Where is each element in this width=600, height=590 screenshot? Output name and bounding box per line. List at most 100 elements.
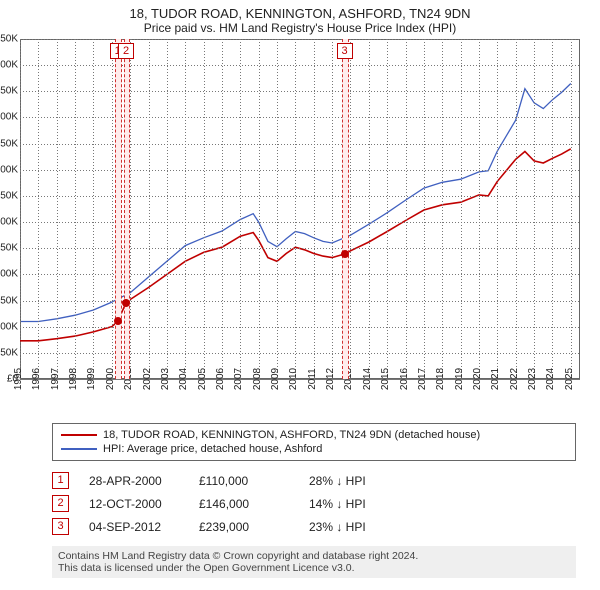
- gridline-h: [20, 248, 580, 249]
- gridline-h: [20, 144, 580, 145]
- y-tick-label: £600K: [0, 60, 20, 71]
- x-tick-label: 2024: [541, 368, 556, 390]
- gridline-v: [552, 39, 553, 379]
- gridline-v: [204, 39, 205, 379]
- x-tick-label: 2007: [229, 368, 244, 390]
- x-tick-label: 2019: [450, 368, 465, 390]
- sales-hpi-2: 14% ↓ HPI: [309, 497, 399, 511]
- y-tick-label: £500K: [0, 112, 20, 123]
- gridline-h: [20, 222, 580, 223]
- sales-price-1: £110,000: [199, 474, 289, 488]
- x-tick-label: 2022: [505, 368, 520, 390]
- sales-marker-2: 2: [52, 495, 69, 512]
- x-tick-label: 2017: [413, 368, 428, 390]
- x-tick-label: 2015: [376, 368, 391, 390]
- gridline-v: [185, 39, 186, 379]
- x-tick-label: 2005: [192, 368, 207, 390]
- gridline-v: [20, 39, 21, 379]
- sales-date-2: 12-OCT-2000: [89, 497, 179, 511]
- y-tick-label: £50K: [0, 347, 20, 358]
- footnote-line-2: This data is licensed under the Open Gov…: [58, 562, 570, 574]
- event-band: [342, 39, 349, 379]
- y-tick-label: £300K: [0, 217, 20, 228]
- legend-swatch-1: [61, 434, 97, 436]
- x-tick-label: 2020: [468, 368, 483, 390]
- gridline-v: [424, 39, 425, 379]
- legend-swatch-2: [61, 448, 97, 450]
- x-tick-label: 1995: [9, 368, 24, 390]
- event-band-label: 2: [118, 43, 134, 59]
- gridline-v: [332, 39, 333, 379]
- event-band-label: 3: [337, 43, 353, 59]
- gridline-v: [38, 39, 39, 379]
- gridline-v: [149, 39, 150, 379]
- x-tick-label: 2000: [101, 368, 116, 390]
- title-sub: Price paid vs. HM Land Registry's House …: [10, 21, 590, 35]
- gridline-v: [57, 39, 58, 379]
- gridline-v: [479, 39, 480, 379]
- x-tick-label: 2011: [303, 368, 318, 390]
- x-tick-label: 2016: [394, 368, 409, 390]
- sales-date-1: 28-APR-2000: [89, 474, 179, 488]
- gridline-v: [534, 39, 535, 379]
- gridline-v: [112, 39, 113, 379]
- x-tick-label: 2012: [321, 368, 336, 390]
- gridline-v: [406, 39, 407, 379]
- gridline-v: [369, 39, 370, 379]
- sales-marker-3: 3: [52, 518, 69, 535]
- y-tick-label: £200K: [0, 269, 20, 280]
- sales-marker-1: 1: [52, 472, 69, 489]
- sales-date-3: 04-SEP-2012: [89, 520, 179, 534]
- x-tick-label: 1999: [82, 368, 97, 390]
- sales-table: 1 28-APR-2000 £110,000 28% ↓ HPI 2 12-OC…: [52, 469, 576, 538]
- gridline-v: [277, 39, 278, 379]
- gridline-h: [20, 274, 580, 275]
- gridline-v: [259, 39, 260, 379]
- x-tick-label: 1998: [64, 368, 79, 390]
- sales-row-1: 1 28-APR-2000 £110,000 28% ↓ HPI: [52, 469, 576, 492]
- gridline-v: [442, 39, 443, 379]
- sale-marker-dot: [122, 299, 130, 307]
- x-tick-label: 2006: [211, 368, 226, 390]
- y-tick-label: £250K: [0, 243, 20, 254]
- gridline-v: [571, 39, 572, 379]
- x-tick-label: 2002: [137, 368, 152, 390]
- y-tick-label: £550K: [0, 86, 20, 97]
- gridline-h: [20, 353, 580, 354]
- x-tick-label: 2023: [523, 368, 538, 390]
- gridline-v: [222, 39, 223, 379]
- footnote: Contains HM Land Registry data © Crown c…: [52, 546, 576, 578]
- sales-hpi-3: 23% ↓ HPI: [309, 520, 399, 534]
- gridline-h: [20, 91, 580, 92]
- y-tick-label: £100K: [0, 321, 20, 332]
- gridline-v: [314, 39, 315, 379]
- gridline-v: [75, 39, 76, 379]
- x-tick-label: 2014: [358, 368, 373, 390]
- x-tick-label: 2025: [560, 368, 575, 390]
- title-main: 18, TUDOR ROAD, KENNINGTON, ASHFORD, TN2…: [10, 6, 590, 21]
- x-tick-label: 1996: [27, 368, 42, 390]
- legend-label-2: HPI: Average price, detached house, Ashf…: [103, 443, 322, 455]
- gridline-v: [461, 39, 462, 379]
- x-tick-label: 2003: [156, 368, 171, 390]
- gridline-h: [20, 327, 580, 328]
- event-band: [124, 39, 131, 379]
- gridline-h: [20, 117, 580, 118]
- gridline-v: [497, 39, 498, 379]
- gridline-h: [20, 170, 580, 171]
- y-tick-label: £450K: [0, 138, 20, 149]
- plot-area: £0£50K£100K£150K£200K£250K£300K£350K£400…: [20, 39, 580, 379]
- legend-row-2: HPI: Average price, detached house, Ashf…: [61, 442, 567, 456]
- gridline-h: [20, 65, 580, 66]
- gridline-v: [167, 39, 168, 379]
- x-tick-label: 2021: [486, 368, 501, 390]
- x-tick-label: 2010: [284, 368, 299, 390]
- event-band: [115, 39, 122, 379]
- sales-price-2: £146,000: [199, 497, 289, 511]
- gridline-h: [20, 196, 580, 197]
- sales-row-2: 2 12-OCT-2000 £146,000 14% ↓ HPI: [52, 492, 576, 515]
- y-tick-label: £350K: [0, 190, 20, 201]
- chart-container: 18, TUDOR ROAD, KENNINGTON, ASHFORD, TN2…: [0, 0, 600, 584]
- x-tick-label: 2009: [266, 368, 281, 390]
- gridline-v: [240, 39, 241, 379]
